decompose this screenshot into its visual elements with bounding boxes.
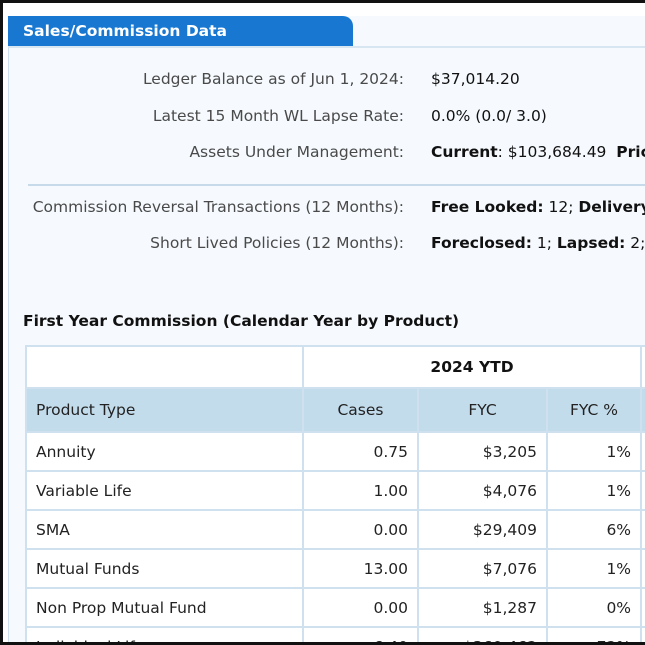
cases-cell: 0.00 xyxy=(302,587,419,628)
value-key: Delivery R xyxy=(578,198,645,216)
fyc-section-title: First Year Commission (Calendar Year by … xyxy=(23,312,460,330)
next-column-cell xyxy=(640,626,645,642)
empty-header-cell xyxy=(25,345,304,389)
table-row: Variable Life 1.00 $4,076 1% xyxy=(25,470,645,511)
column-header-next xyxy=(640,387,645,433)
next-column-cell xyxy=(640,548,645,589)
cases-cell: 13.00 xyxy=(302,548,419,589)
commission-reversal-label: Commission Reversal Transactions (12 Mon… xyxy=(32,198,404,216)
fyc-percent-cell: 1% xyxy=(545,431,643,472)
next-column-cell xyxy=(640,470,645,511)
value-key: Lapsed: xyxy=(556,234,626,252)
ledger-balance-label: Ledger Balance as of Jun 1, 2024: xyxy=(142,70,404,88)
fyc-cell: $29,409 xyxy=(417,509,548,550)
value-text: 2; xyxy=(630,234,645,252)
lapse-rate-value: 0.0% (0.0/ 3.0) xyxy=(431,107,547,125)
value-key: Current xyxy=(431,143,498,161)
fyc-cell: $360,462 xyxy=(417,626,548,642)
cases-cell: 6.40 xyxy=(302,626,419,642)
aum-label: Assets Under Management: xyxy=(189,143,404,161)
table-body: Annuity 0.75 $3,205 1% Variable Life 1.0… xyxy=(25,431,645,642)
fyc-percent-cell: 1% xyxy=(545,470,643,511)
fyc-percent-cell: 6% xyxy=(545,509,643,550)
column-header-product-type[interactable]: Product Type xyxy=(25,387,304,433)
product-type-cell: SMA xyxy=(25,509,304,550)
fyc-table: 2024 YTD Product Type Cases FYC FYC % An… xyxy=(25,345,645,642)
fyc-cell: $1,287 xyxy=(417,587,548,628)
table-header-row: Product Type Cases FYC FYC % xyxy=(25,387,645,433)
cases-cell: 1.00 xyxy=(302,470,419,511)
short-lived-label: Short Lived Policies (12 Months): xyxy=(150,234,404,252)
section-divider xyxy=(28,184,645,186)
fyc-cell: $4,076 xyxy=(417,470,548,511)
product-type-cell: Mutual Funds xyxy=(25,548,304,589)
fyc-percent-cell: 72% xyxy=(545,626,643,642)
short-lived-value: Foreclosed: 1; Lapsed: 2; Su xyxy=(431,234,645,252)
column-header-fyc-percent[interactable]: FYC % xyxy=(545,387,643,433)
next-column-cell xyxy=(640,431,645,472)
next-column-cell xyxy=(640,587,645,628)
fyc-cell: $3,205 xyxy=(417,431,548,472)
product-type-cell: Non Prop Mutual Fund xyxy=(25,587,304,628)
value-text: $37,014.20 xyxy=(431,70,520,88)
value-text: 12; xyxy=(543,198,579,216)
fyc-cell: $7,076 xyxy=(417,548,548,589)
panel-title-tab: Sales/Commission Data xyxy=(8,16,353,47)
next-column-cell xyxy=(640,345,645,389)
product-type-cell: Individual Life xyxy=(25,626,304,642)
table-row: Non Prop Mutual Fund 0.00 $1,287 0% xyxy=(25,587,645,628)
cases-cell: 0.75 xyxy=(302,431,419,472)
value-text: : $103,684.49 xyxy=(497,143,617,161)
commission-reversal-value: Free Looked: 12; Delivery R xyxy=(431,198,645,216)
next-column-cell xyxy=(640,509,645,550)
value-key: Pric xyxy=(616,143,645,161)
aum-value: Current: $103,684.49 Pric xyxy=(431,143,645,161)
value-key: Free Looked: xyxy=(431,198,544,216)
product-type-cell: Annuity xyxy=(25,431,304,472)
table-row: SMA 0.00 $29,409 6% xyxy=(25,509,645,550)
tab-underline xyxy=(8,46,645,48)
table-group-header-row: 2024 YTD xyxy=(25,345,645,389)
fyc-percent-cell: 0% xyxy=(545,587,643,628)
value-text: 0.0% (0.0/ 3.0) xyxy=(431,107,547,125)
column-header-fyc[interactable]: FYC xyxy=(417,387,548,433)
table-row: Annuity 0.75 $3,205 1% xyxy=(25,431,645,472)
column-header-cases[interactable]: Cases xyxy=(302,387,419,433)
value-key: Foreclosed: xyxy=(431,234,532,252)
fyc-percent-cell: 1% xyxy=(545,548,643,589)
value-text: 1; xyxy=(531,234,557,252)
cases-cell: 0.00 xyxy=(302,509,419,550)
lapse-rate-label: Latest 15 Month WL Lapse Rate: xyxy=(152,107,404,125)
table-row: Individual Life 6.40 $360,462 72% xyxy=(25,626,645,642)
table-row: Mutual Funds 13.00 $7,076 1% xyxy=(25,548,645,589)
ledger-balance-value: $37,014.20 xyxy=(431,70,520,88)
period-header: 2024 YTD xyxy=(301,345,643,389)
product-type-cell: Variable Life xyxy=(25,470,304,511)
